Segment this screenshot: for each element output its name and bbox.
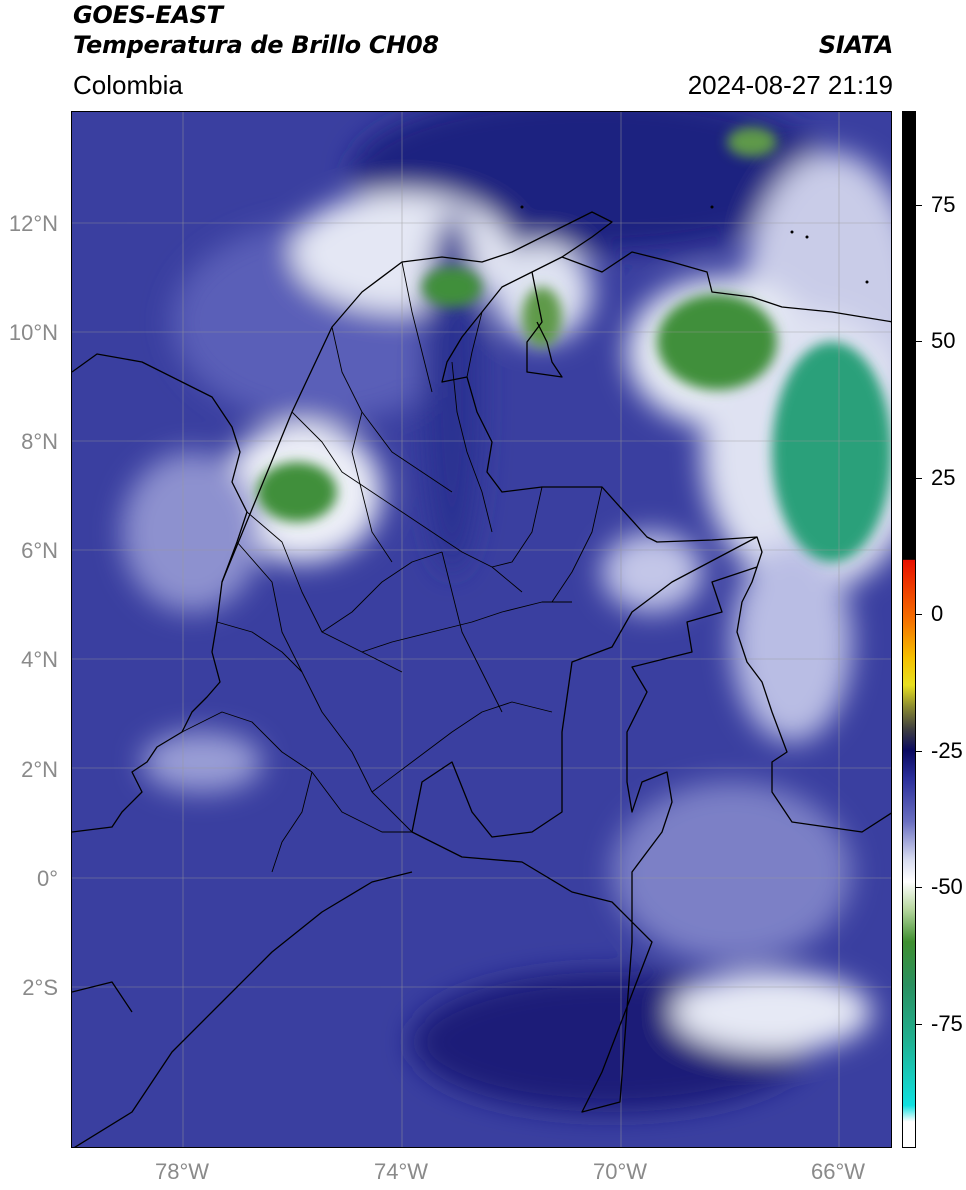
region-label: Colombia bbox=[73, 70, 183, 100]
colorbar-tickmark-minus25 bbox=[916, 751, 922, 752]
lat-tick-12n: 12°N bbox=[8, 211, 58, 236]
colorbar-tick-minus50: -50 bbox=[931, 874, 963, 899]
lon-tick-70w: 70°W bbox=[592, 1159, 648, 1184]
colorbar-gradient bbox=[903, 112, 915, 1147]
colorbar-tickmark-25 bbox=[916, 478, 922, 479]
lon-tick-74w: 74°W bbox=[373, 1159, 429, 1184]
satellite-map bbox=[71, 111, 892, 1148]
colorbar-tickmark-50 bbox=[916, 341, 922, 342]
colorbar-tick-75: 75 bbox=[931, 192, 956, 217]
lat-tick-10n: 10°N bbox=[8, 320, 58, 345]
country-borders bbox=[72, 211, 891, 1147]
graticule bbox=[72, 112, 891, 1147]
lat-tick-0: 0° bbox=[36, 866, 58, 891]
colorbar-tick-minus25: -25 bbox=[931, 738, 963, 763]
colorbar-tickmark-0 bbox=[916, 614, 922, 615]
colorbar-tick-minus75: -75 bbox=[931, 1011, 963, 1036]
colorbar-tick-50: 50 bbox=[931, 328, 956, 353]
lat-tick-6n: 6°N bbox=[21, 538, 58, 563]
colorbar-tickmark-minus50 bbox=[916, 887, 922, 888]
islands bbox=[520, 205, 869, 284]
source-block: SIATA 2024-08-27 21:19 bbox=[687, 30, 894, 100]
department-borders bbox=[181, 261, 603, 873]
lat-tick-8n: 8°N bbox=[21, 429, 58, 454]
title-block: GOES-EAST Temperatura de Brillo CH08 Col… bbox=[73, 0, 439, 100]
lon-tick-66w: 66°W bbox=[810, 1159, 866, 1184]
colorbar bbox=[902, 111, 916, 1148]
colorbar-tick-25: 25 bbox=[931, 465, 956, 490]
map-svg bbox=[72, 112, 891, 1147]
datetime-label: 2024-08-27 21:19 bbox=[687, 70, 893, 100]
colorbar-tickmark-minus75 bbox=[916, 1024, 922, 1025]
colorbar-tick-0: 0 bbox=[931, 601, 944, 626]
satellite-title: GOES-EAST bbox=[73, 1, 223, 29]
lat-tick-2s: 2°S bbox=[22, 975, 58, 1000]
colorbar-tickmark-75 bbox=[916, 205, 922, 206]
lat-tick-2n: 2°N bbox=[21, 757, 58, 782]
product-title: Temperatura de Brillo CH08 bbox=[73, 31, 439, 59]
lat-tick-4n: 4°N bbox=[21, 647, 58, 672]
source-label: SIATA bbox=[818, 31, 893, 59]
lon-tick-78w: 78°W bbox=[154, 1159, 210, 1184]
